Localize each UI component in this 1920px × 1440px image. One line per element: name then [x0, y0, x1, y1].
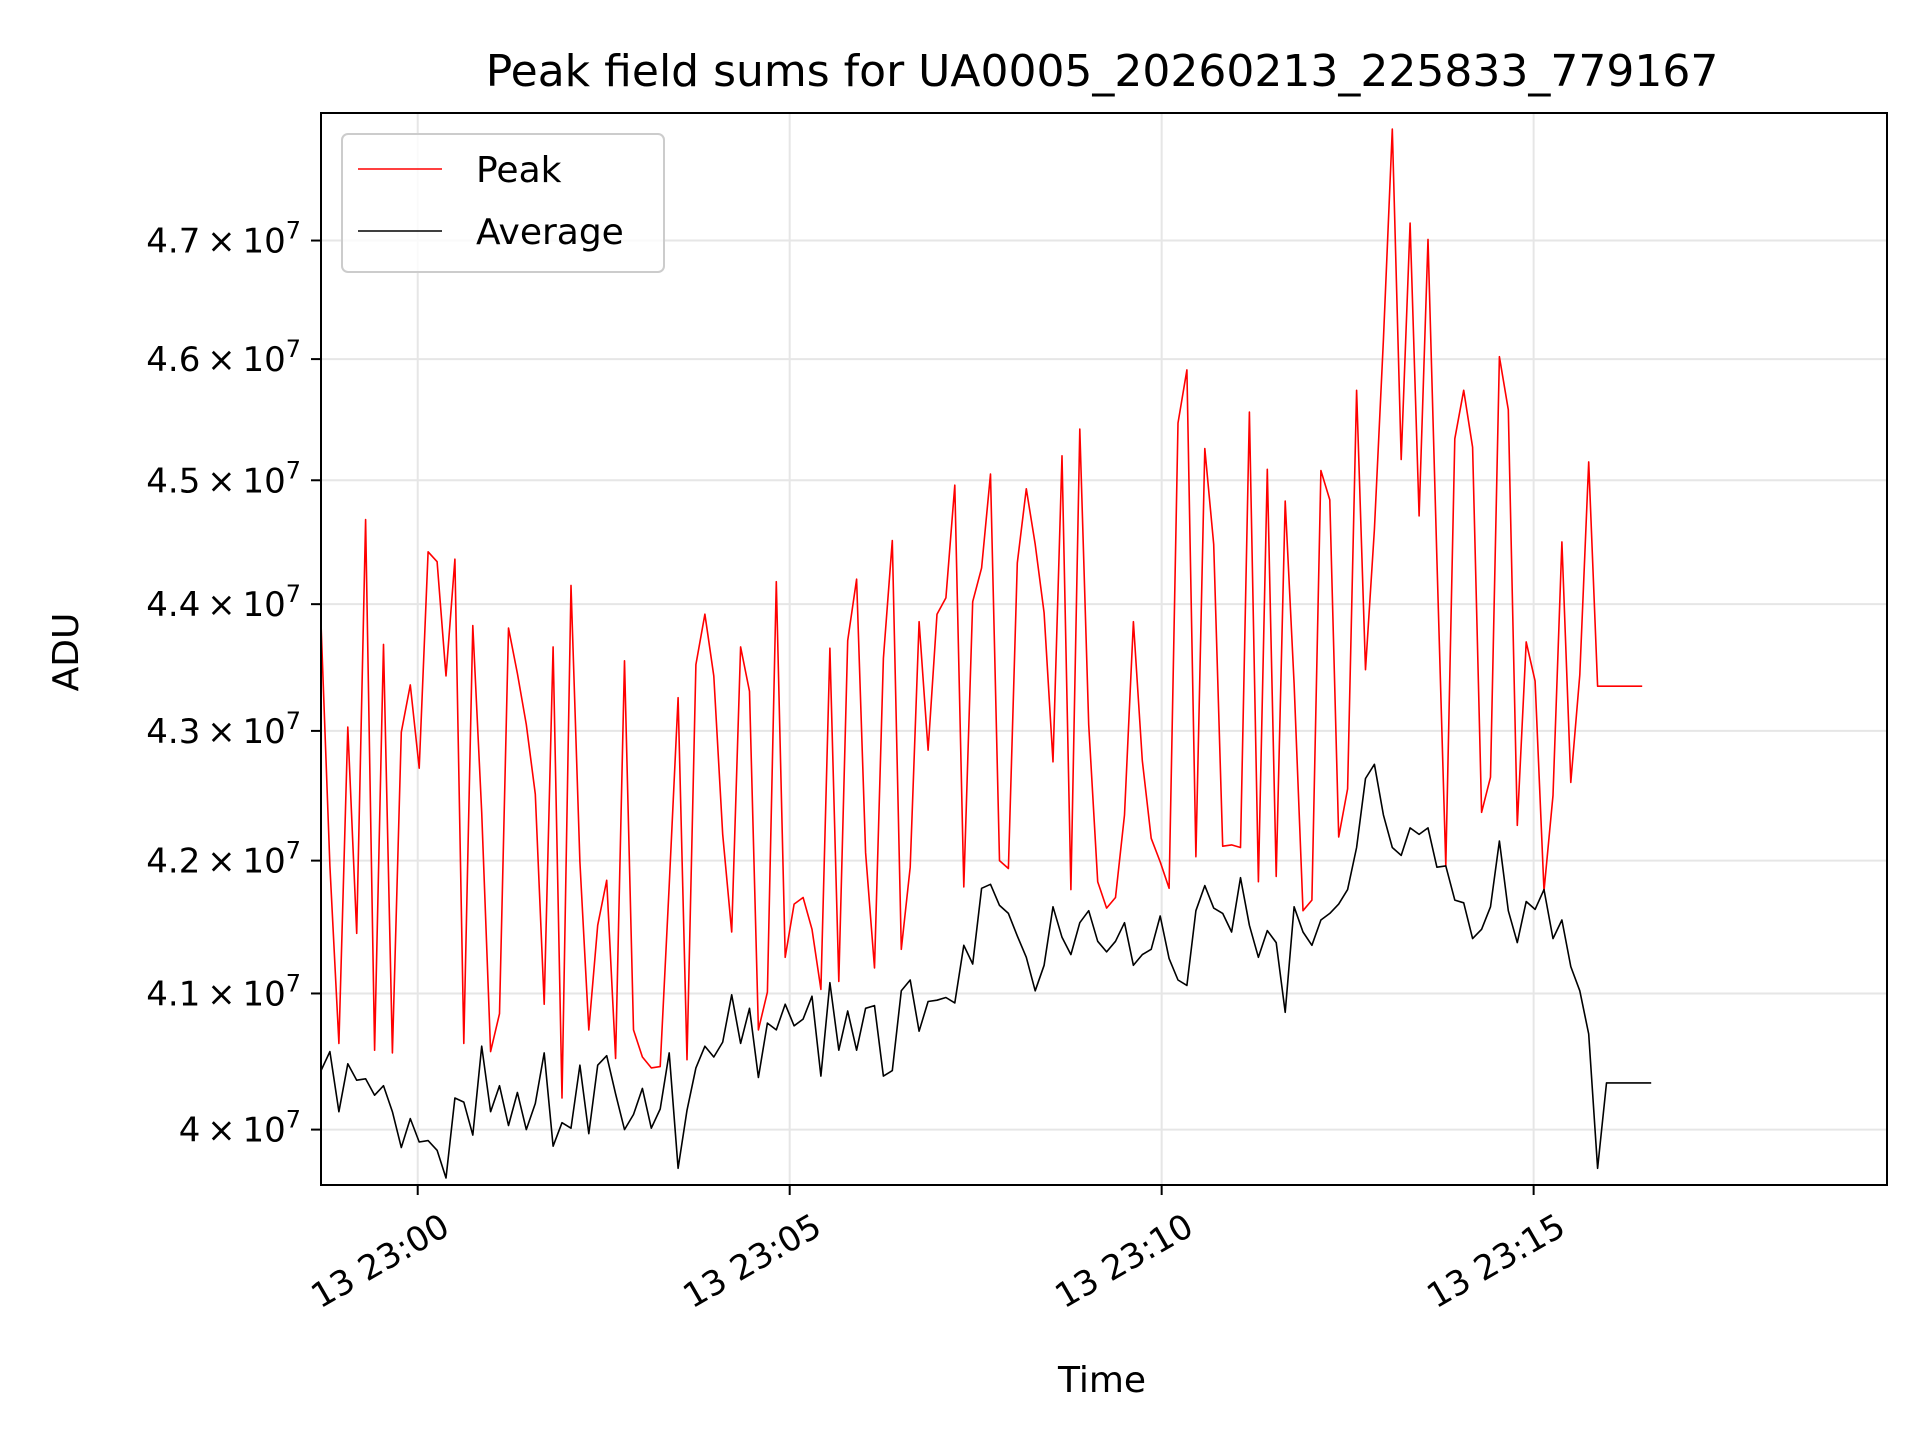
y-tick-label: 4.2 × 107: [146, 837, 301, 882]
y-tick-label: 4.7 × 107: [146, 217, 301, 262]
chart-title: Peak field sums for UA0005_20260213_2258…: [486, 46, 1719, 97]
y-tick-label: 4.4 × 107: [146, 580, 301, 625]
grid: [321, 113, 1887, 1185]
legend-label-peak: Peak: [476, 150, 562, 191]
y-tick-label: 4.6 × 107: [146, 335, 301, 380]
series-layer: [321, 128, 1652, 1179]
series-line-average: [321, 763, 1652, 1179]
y-axis-label: ADU: [46, 613, 87, 692]
plot-area: [320, 112, 1888, 1186]
y-axis: 4 × 107 4.1 × 107 4.2 × 107 4.3 × 107 4.4 × …: [146, 217, 321, 1151]
y-tick-label: 4.5 × 107: [146, 456, 301, 501]
y-tick-label: 4.1 × 107: [146, 969, 301, 1014]
series-line-peak: [321, 128, 1643, 1099]
legend: Peak Average: [341, 133, 665, 273]
y-tick-label: 4.3 × 107: [146, 707, 301, 752]
x-axis-label: Time: [1057, 1360, 1146, 1401]
legend-label-average: Average: [476, 212, 624, 253]
y-tick-label: 4 × 107: [179, 1106, 301, 1151]
